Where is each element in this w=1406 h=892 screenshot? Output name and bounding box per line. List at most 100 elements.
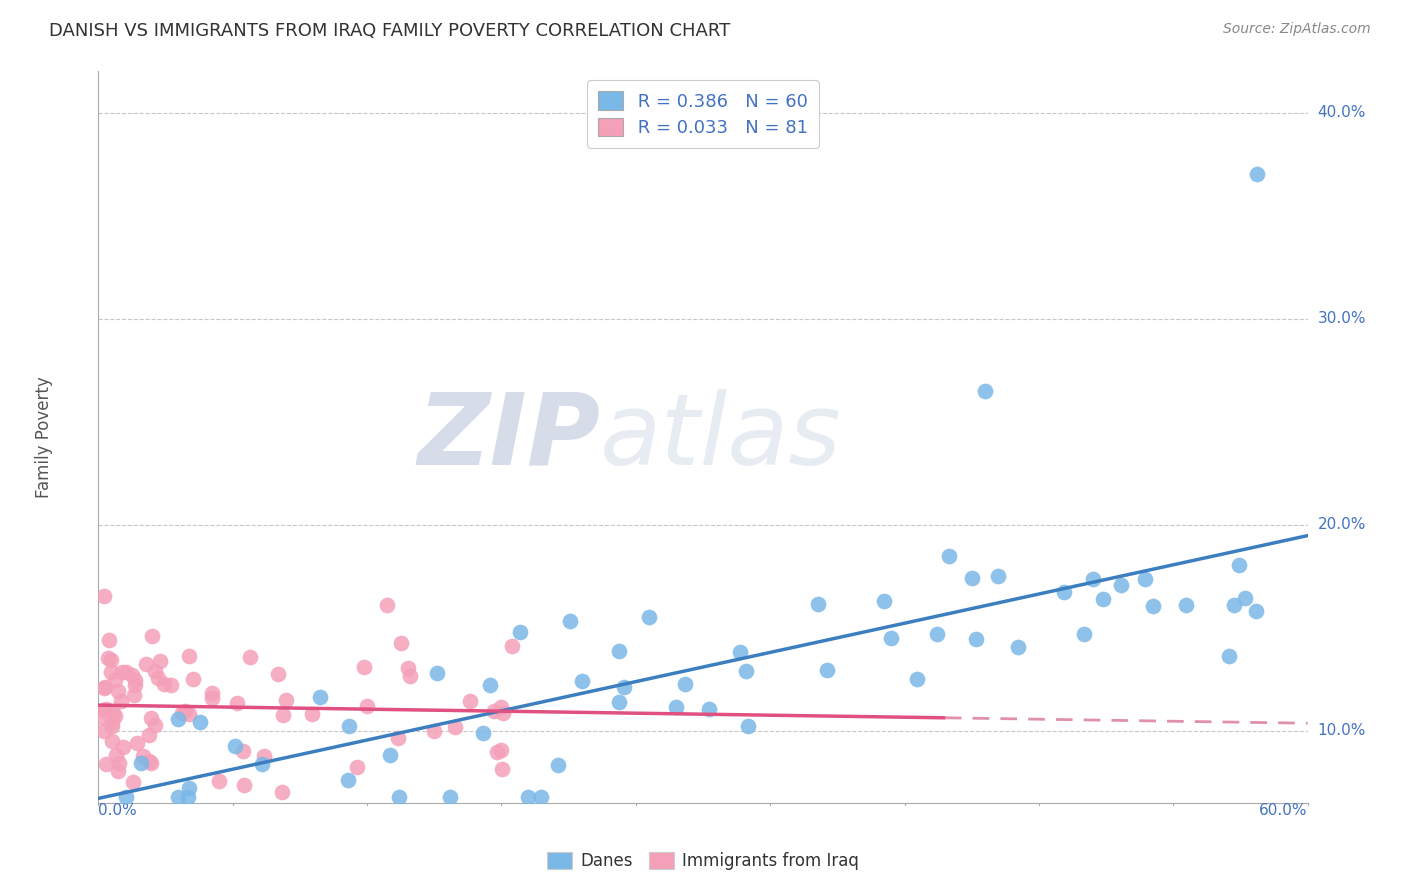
Point	[253, 748, 276, 763]
Point	[110, 693, 132, 707]
Point	[105, 747, 128, 762]
Point	[104, 673, 127, 688]
Point	[141, 629, 163, 643]
Point	[378, 747, 401, 762]
Point	[458, 694, 481, 708]
Point	[146, 671, 169, 685]
Point	[179, 707, 201, 722]
Point	[101, 714, 124, 729]
Point	[138, 728, 160, 742]
Text: atlas: atlas	[600, 389, 842, 485]
Point	[183, 672, 205, 686]
Point	[208, 774, 231, 789]
Point	[486, 745, 509, 759]
Point	[139, 756, 162, 770]
Text: 0.0%: 0.0%	[98, 803, 138, 818]
Point	[274, 693, 297, 707]
Point	[174, 704, 197, 718]
Point	[177, 649, 200, 664]
Point	[177, 789, 200, 804]
Point	[224, 739, 246, 754]
Text: 60.0%: 60.0%	[1260, 803, 1308, 818]
Point	[697, 702, 720, 716]
Point	[1234, 591, 1257, 605]
Legend:  R = 0.386   N = 60,  R = 0.033   N = 81: R = 0.386 N = 60, R = 0.033 N = 81	[588, 80, 818, 148]
Point	[188, 714, 211, 729]
Point	[560, 614, 582, 628]
Point	[501, 639, 523, 653]
Point	[815, 663, 838, 677]
Point	[387, 731, 409, 745]
Point	[101, 706, 124, 721]
Point	[149, 655, 172, 669]
Point	[960, 571, 983, 585]
Point	[153, 676, 176, 690]
Point	[1053, 585, 1076, 599]
Point	[879, 631, 901, 645]
Point	[250, 757, 273, 772]
Point	[121, 668, 143, 682]
Point	[444, 720, 467, 734]
Point	[107, 764, 129, 779]
Point	[492, 706, 515, 720]
Point	[1244, 604, 1267, 618]
Point	[336, 772, 359, 787]
Point	[735, 664, 758, 678]
Point	[93, 703, 115, 717]
Point	[478, 678, 501, 692]
Point	[112, 740, 135, 755]
Point	[1083, 572, 1105, 586]
Point	[101, 733, 124, 747]
Point	[167, 789, 190, 804]
Point	[353, 659, 375, 673]
Point	[301, 706, 323, 721]
Point	[124, 678, 146, 692]
Point	[471, 726, 494, 740]
Text: ZIP: ZIP	[418, 389, 600, 485]
Point	[167, 712, 190, 726]
Point	[1073, 626, 1095, 640]
Point	[138, 754, 160, 768]
Point	[1091, 591, 1114, 606]
Point	[104, 708, 127, 723]
Point	[122, 688, 145, 702]
Point	[965, 632, 987, 646]
Point	[110, 665, 132, 680]
Point	[94, 701, 117, 715]
Point	[124, 673, 146, 687]
Point	[271, 785, 294, 799]
Point	[232, 744, 254, 758]
Point	[232, 778, 254, 792]
Point	[547, 758, 569, 772]
Point	[664, 699, 686, 714]
Point	[1007, 640, 1029, 654]
Text: 10.0%: 10.0%	[1317, 723, 1367, 739]
Point	[938, 549, 960, 563]
Point	[115, 789, 138, 804]
Point	[170, 706, 193, 720]
Point	[239, 649, 262, 664]
Point	[93, 724, 115, 739]
Text: Source: ZipAtlas.com: Source: ZipAtlas.com	[1223, 22, 1371, 37]
Point	[728, 645, 751, 659]
Point	[346, 759, 368, 773]
Point	[107, 684, 129, 698]
Point	[94, 680, 117, 694]
Point	[201, 686, 224, 700]
Point	[1111, 578, 1133, 592]
Text: Family Poverty: Family Poverty	[35, 376, 53, 498]
Point	[673, 677, 696, 691]
Point	[308, 690, 330, 705]
Point	[1223, 598, 1246, 612]
Point	[638, 610, 661, 624]
Point	[509, 624, 531, 639]
Text: 40.0%: 40.0%	[1317, 105, 1367, 120]
Point	[267, 666, 290, 681]
Point	[159, 678, 181, 692]
Point	[423, 724, 446, 739]
Point	[201, 690, 224, 705]
Point	[226, 697, 249, 711]
Point	[1174, 598, 1197, 612]
Point	[807, 597, 830, 611]
Point	[613, 680, 636, 694]
